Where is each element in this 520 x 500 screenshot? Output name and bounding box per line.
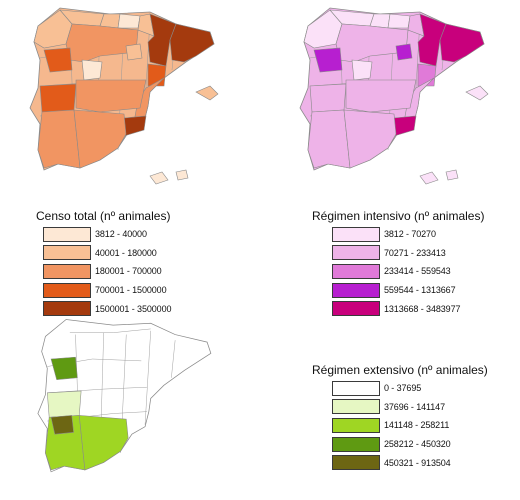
legend-range-label: 37696 - 141147 — [384, 401, 445, 412]
region-andalucia-w — [307, 109, 351, 169]
region-andalucia-e — [343, 109, 397, 169]
province-border — [69, 328, 151, 333]
legend-swatch — [332, 380, 380, 396]
legend-item: 141148 - 258211 — [332, 416, 488, 435]
legend-swatch — [332, 226, 380, 242]
region-murcia — [393, 115, 417, 137]
legend-range-label: 40001 - 180000 — [95, 247, 157, 258]
legend-swatch — [332, 455, 380, 471]
legend-item: 1313668 - 3483977 — [332, 299, 484, 318]
region-canarias — [419, 169, 459, 185]
legend-item: 0 - 37695 — [332, 379, 488, 398]
region-murcia — [123, 115, 147, 137]
region-canarias — [149, 169, 189, 185]
map-regimen-extensivo — [37, 319, 212, 473]
legend-item: 180001 - 700000 — [43, 262, 171, 281]
map-censo-total-regions — [33, 9, 219, 185]
region-salamanca — [313, 47, 343, 73]
region-salamanca — [43, 47, 73, 73]
legend-range-label: 1500001 - 3500000 — [95, 303, 172, 314]
region-badajoz — [50, 415, 74, 435]
legend-swatch — [43, 226, 91, 242]
legend-item: 258212 - 450320 — [332, 435, 488, 454]
region-salamanca — [50, 356, 78, 380]
legend-range-label: 0 - 37695 — [384, 383, 422, 394]
legend-item: 3812 - 40000 — [43, 225, 171, 244]
legend-swatch — [332, 263, 380, 279]
region-extremadura — [46, 390, 82, 418]
legend-regimen-extensivo: Régimen extensivo (nº animales) 0 - 3769… — [312, 363, 488, 472]
legend-item: 3812 - 70270 — [332, 225, 484, 244]
region-cataluna — [169, 23, 215, 63]
legend-range-label: 141148 - 258211 — [384, 420, 450, 431]
region-baleares — [195, 85, 219, 101]
region-extremadura — [309, 83, 347, 113]
region-cantabria — [99, 13, 121, 29]
legend-regimen-intensivo: Régimen intensivo (nº animales) 3812 - 7… — [312, 209, 484, 318]
region-andalucia-e — [78, 415, 129, 471]
region-madrid — [81, 59, 103, 81]
legend-swatch — [332, 245, 380, 261]
map-regimen-extensivo-regions — [45, 356, 129, 471]
legend-item: 233414 - 559543 — [332, 262, 484, 281]
legend-item: 1500001 - 3500000 — [43, 299, 171, 318]
legend-title: Censo total (nº animales) — [36, 209, 171, 223]
region-extremadura — [39, 83, 77, 113]
legend-swatch — [332, 417, 380, 433]
legend-item: 700001 - 1500000 — [43, 281, 171, 300]
region-cataluna — [439, 23, 485, 63]
legend-title: Régimen extensivo (nº animales) — [312, 363, 488, 377]
legend-range-label: 1313668 - 3483977 — [384, 303, 461, 314]
legend-range-label: 3812 - 70270 — [384, 229, 436, 240]
legend-swatch — [332, 282, 380, 298]
legend-swatch — [332, 399, 380, 415]
legend-swatch — [43, 282, 91, 298]
legend-swatch — [43, 263, 91, 279]
region-soria — [125, 43, 143, 61]
region-pais-vasco — [387, 13, 411, 29]
legend-title: Régimen intensivo (nº animales) — [312, 209, 485, 223]
legend-range-label: 70271 - 233413 — [384, 247, 446, 258]
legend-range-label: 233414 - 559543 — [384, 266, 451, 277]
legend-range-label: 700001 - 1500000 — [95, 285, 167, 296]
province-border — [144, 330, 151, 425]
legend-censo-total: Censo total (nº animales) 3812 - 40000 4… — [36, 209, 171, 318]
legend-item: 450321 - 913504 — [332, 453, 488, 472]
legend-range-label: 258212 - 450320 — [384, 439, 451, 450]
region-andalucia-e — [73, 109, 127, 169]
legend-swatch — [43, 245, 91, 261]
region-castilla-mancha — [75, 79, 147, 113]
region-andalucia-w — [37, 109, 81, 169]
map-censo-total — [29, 7, 219, 185]
legend-range-label: 3812 - 40000 — [95, 229, 147, 240]
legend-range-label: 180001 - 700000 — [95, 266, 162, 277]
region-castilla-mancha — [345, 79, 417, 113]
legend-item: 559544 - 1313667 — [332, 281, 484, 300]
map-regimen-intensivo-regions — [303, 9, 489, 185]
province-border — [171, 340, 176, 378]
region-soria — [395, 43, 413, 61]
region-pais-vasco — [117, 13, 141, 29]
region-madrid — [351, 59, 373, 81]
legend-range-label: 450321 - 913504 — [384, 457, 451, 468]
map-regimen-intensivo — [299, 7, 489, 185]
legend-item: 40001 - 180000 — [43, 244, 171, 263]
legend-item: 70271 - 233413 — [332, 244, 484, 263]
legend-swatch — [43, 301, 91, 317]
legend-item: 37696 - 141147 — [332, 398, 488, 417]
region-cantabria — [369, 13, 391, 29]
legend-swatch — [332, 436, 380, 452]
legend-swatch — [332, 301, 380, 317]
legend-range-label: 559544 - 1313667 — [384, 285, 456, 296]
region-baleares — [465, 85, 489, 101]
